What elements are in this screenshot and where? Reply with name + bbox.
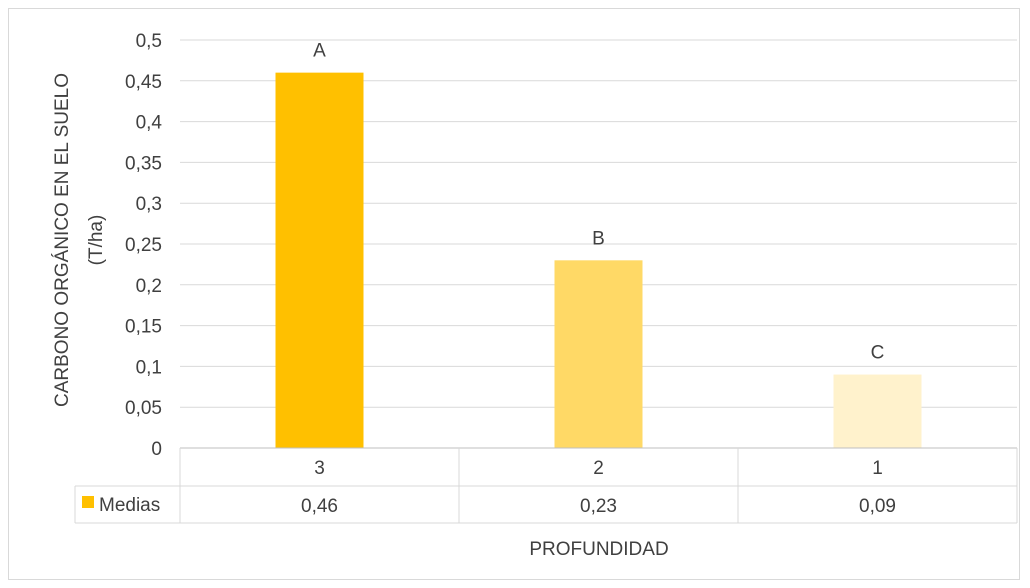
y-tick-label: 0,2 bbox=[136, 276, 162, 297]
table-value-2: 0,23 bbox=[580, 496, 617, 517]
chart-frame bbox=[8, 8, 1020, 580]
y-axis-label-line-2: (T/ha) bbox=[86, 215, 107, 266]
y-tick-label: 0,45 bbox=[125, 72, 162, 93]
table-value-3: 0,46 bbox=[301, 496, 338, 517]
bar-letter-A: A bbox=[313, 41, 326, 62]
y-tick-label: 0,15 bbox=[125, 317, 162, 338]
category-label-2: 2 bbox=[593, 458, 604, 479]
y-tick-label: 0,5 bbox=[136, 31, 162, 52]
y-tick-label: 0,25 bbox=[125, 235, 162, 256]
bar-1 bbox=[833, 374, 922, 448]
category-label-1: 1 bbox=[872, 458, 883, 479]
bar-letter-C: C bbox=[871, 343, 885, 364]
y-tick-labels: 0 0,05 0,1 0,15 0,2 0,25 0,3 0,35 0,4 0,45 0,5 bbox=[125, 31, 162, 460]
y-tick-label: 0,05 bbox=[125, 398, 162, 419]
y-tick-label: 0,35 bbox=[125, 153, 162, 174]
data-table: 3 0,46 2 0,23 1 0,09 Medias bbox=[74, 447, 1018, 524]
y-axis-label-line-1: CARBONO ORGÁNICO EN EL SUELO bbox=[52, 73, 73, 407]
y-tick-label: 0,1 bbox=[136, 357, 162, 378]
y-tick-label: 0 bbox=[151, 439, 162, 460]
bar-2 bbox=[554, 260, 643, 448]
table-value-1: 0,09 bbox=[859, 496, 896, 517]
x-axis-label: PROFUNDIDAD bbox=[529, 539, 668, 560]
y-tick-label: 0,3 bbox=[136, 194, 162, 215]
legend-swatch bbox=[82, 496, 94, 508]
bars bbox=[275, 72, 922, 448]
legend-series-name: Medias bbox=[99, 495, 160, 516]
bar-letters: A B C bbox=[313, 41, 884, 364]
bar-letter-B: B bbox=[592, 228, 605, 249]
y-tick-label: 0,4 bbox=[136, 113, 163, 134]
bar-3 bbox=[275, 72, 364, 448]
category-label-3: 3 bbox=[314, 458, 325, 479]
